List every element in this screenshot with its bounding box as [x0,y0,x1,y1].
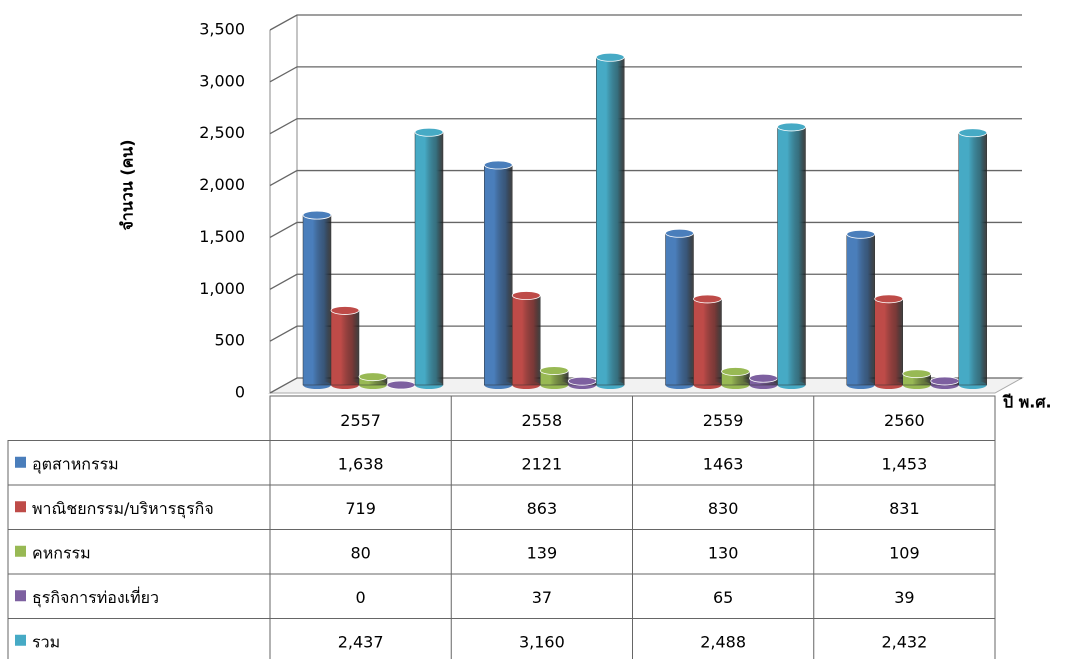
bar [874,298,903,386]
bar-top [358,372,388,382]
bar-top [302,210,332,220]
bar [777,126,806,386]
bar [846,234,875,386]
table-cell: 2,437 [338,632,384,651]
bar [330,310,360,386]
legend-swatch [15,545,26,557]
table-cell: 1,638 [338,454,384,473]
bar-top [386,380,416,390]
table-cell: 3,160 [519,632,565,651]
bar-top [665,228,694,238]
bar-top [483,160,513,170]
grid-line [269,221,1022,238]
legend-swatch [15,501,26,513]
y-tick-label: 3,000 [199,71,245,90]
table-cell: 719 [345,499,376,518]
x-tick-label: 2559 [703,411,744,430]
legend-label: พาณิชยกรรม/บริหารธุรกิจ [32,499,214,519]
legend-swatch [15,590,26,602]
bar-top [511,291,541,300]
bar [414,131,444,386]
legend-label: อุตสาหกรรม [32,454,119,474]
table-cell: 80 [350,543,370,562]
grid-line [269,14,1022,31]
grid-line [269,118,1022,135]
grid-line [269,66,1022,83]
bar [484,164,513,386]
bar-top [749,373,778,383]
table-cell: 0 [356,588,366,607]
bar-top [539,366,569,375]
x-tick-label: 2560 [884,411,925,430]
y-tick-label: 0 [235,383,245,402]
legend-label: รวม [32,632,60,651]
grid-line [269,169,1022,187]
table-cell: 39 [894,588,914,607]
bar-top [902,369,932,379]
bar-top [721,367,750,376]
bar-top [567,376,597,386]
legend-swatch [15,634,26,646]
table-cell: 2,432 [881,632,927,651]
legend-swatch [15,456,26,468]
table-cell: 139 [527,543,558,562]
table-cell: 830 [708,499,739,518]
legend-label: คหกรรม [32,543,91,562]
table-body [7,440,996,659]
bar [302,214,332,386]
legend-label: ธุรกิจการท่องเที่ยว [32,586,159,608]
table-cell: 2121 [522,454,563,473]
y-tick-label: 1,500 [199,227,245,246]
bar-top [330,306,360,315]
bar [958,132,987,386]
bar-top [595,52,625,62]
table-cell: 65 [713,588,733,607]
table-cell: 109 [889,543,920,562]
table-cell: 1,453 [881,454,927,473]
bar-top [930,376,960,386]
bar [512,295,541,386]
bar-top [414,127,444,137]
bar-top [693,294,722,304]
table-cell: 831 [889,499,920,518]
x-tick-label: 2557 [340,411,381,430]
table-cell: 863 [527,499,558,518]
y-tick-label: 500 [214,331,245,350]
bar-top [874,294,904,304]
x-tick-label: 2558 [522,411,563,430]
bar-top [846,229,876,239]
bar [665,233,694,386]
y-tick-label: 3,500 [199,20,245,39]
bar [693,298,722,386]
table-cell: 130 [708,543,739,562]
x-axis-label: ปี พ.ศ. [1002,393,1052,412]
grid-line [269,325,1022,342]
y-tick-label: 1,000 [199,279,245,298]
bar-top [777,122,806,132]
bar-top [958,128,988,138]
y-tick-label: 2,000 [199,175,245,194]
table-cell: 1463 [703,454,744,473]
grid-line [269,273,1022,290]
bar [596,57,625,386]
y-axis-label: จำนวน (คน) [118,139,137,230]
table-cell: 2,488 [700,632,746,651]
y-tick-label: 2,500 [199,123,245,142]
table-cell: 37 [532,588,552,607]
